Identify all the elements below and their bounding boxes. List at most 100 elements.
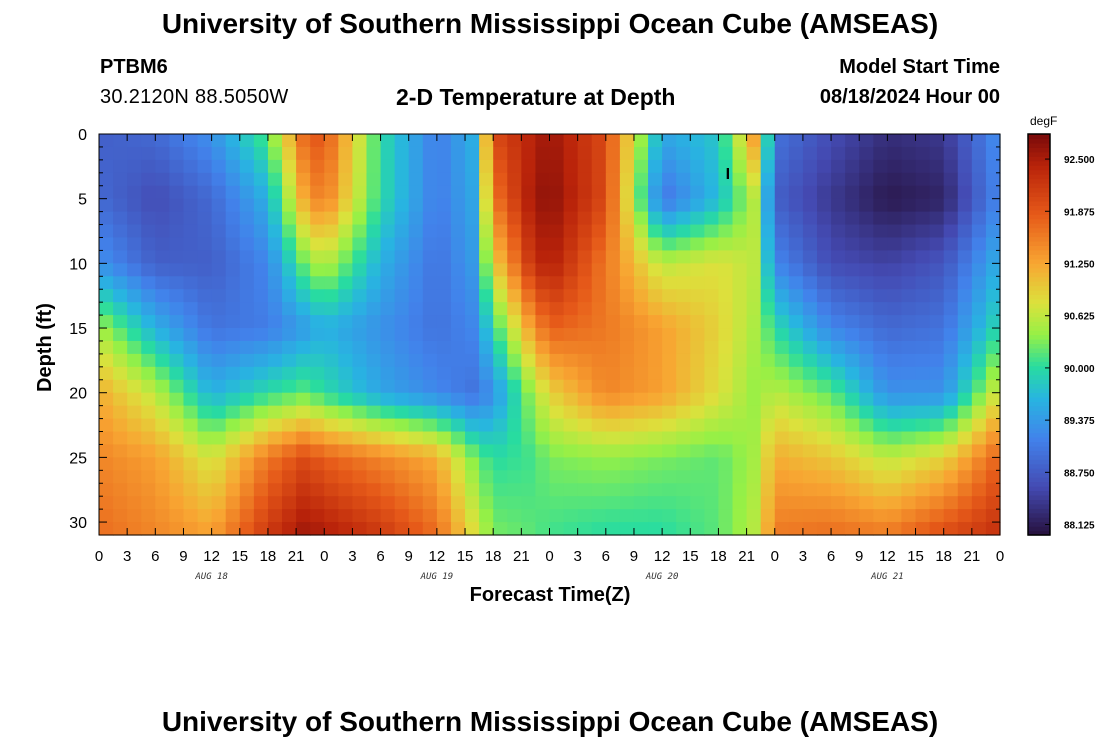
heatmap-cell — [113, 483, 128, 497]
heatmap-cell — [225, 250, 241, 264]
heatmap-cell — [957, 276, 973, 290]
heatmap-cell — [985, 172, 1001, 187]
heatmap-cell — [845, 483, 860, 497]
heatmap-cell — [535, 340, 551, 355]
heatmap-cell — [493, 457, 508, 471]
heatmap-cell — [183, 159, 199, 174]
heatmap-cell — [521, 483, 537, 497]
heatmap-cell — [99, 134, 114, 148]
heatmap-cell — [873, 211, 888, 226]
colorbar-swatch — [1028, 142, 1050, 148]
heatmap-cell — [549, 496, 565, 510]
heatmap-cell — [732, 418, 748, 433]
heatmap-cell — [732, 483, 748, 497]
heatmap-cell — [802, 237, 818, 252]
heatmap-cell — [662, 263, 677, 277]
heatmap-cell — [169, 405, 185, 420]
heatmap-cell — [619, 224, 635, 239]
heatmap-cell — [493, 224, 508, 239]
heatmap-cell — [887, 418, 903, 433]
heatmap-cell — [521, 379, 537, 394]
heatmap-cell — [338, 483, 354, 497]
heatmap-cell — [338, 392, 354, 407]
heatmap-cell — [802, 366, 818, 381]
heatmap-cell — [802, 172, 818, 187]
heatmap-cell — [662, 431, 677, 446]
heatmap-cell — [225, 224, 241, 239]
heatmap-cell — [971, 276, 987, 290]
heatmap-cell — [648, 198, 663, 213]
colorbar-swatch — [1028, 432, 1050, 438]
heatmap-cell — [605, 159, 621, 174]
heatmap-cell — [493, 418, 508, 433]
heatmap-cell — [788, 134, 804, 148]
heatmap-cell — [605, 146, 621, 161]
heatmap-cell — [521, 431, 537, 446]
heatmap-cell — [169, 211, 185, 226]
heatmap-cell — [127, 198, 142, 213]
heatmap-cell — [141, 328, 156, 342]
heatmap-cell — [943, 392, 959, 407]
heatmap-cell — [239, 483, 255, 497]
heatmap-cell — [155, 159, 170, 174]
heatmap-cell — [957, 134, 973, 148]
heatmap-cell — [127, 457, 142, 471]
heatmap-cell — [408, 470, 424, 484]
heatmap-cell — [169, 457, 185, 471]
heatmap-cell — [422, 483, 438, 497]
heatmap-cell — [296, 444, 311, 458]
heatmap-cell — [746, 431, 762, 446]
heatmap-cell — [338, 470, 354, 484]
heatmap-cell — [619, 522, 635, 536]
heatmap-cell — [676, 289, 691, 303]
heatmap-cell — [859, 302, 874, 316]
heatmap-cell — [859, 444, 874, 458]
x-tick-label: 9 — [630, 548, 638, 565]
heatmap-cell — [450, 496, 466, 510]
heatmap-cell — [169, 444, 185, 458]
heatmap-cell — [633, 263, 649, 277]
heatmap-cell — [662, 457, 677, 471]
heatmap-cell — [197, 198, 213, 213]
heatmap-cell — [535, 224, 551, 239]
heatmap-cell — [141, 146, 156, 161]
heatmap-cell — [985, 237, 1001, 252]
heatmap-cell — [113, 328, 128, 342]
heatmap-cell — [352, 457, 368, 471]
heatmap-cell — [619, 198, 635, 213]
heatmap-cell — [577, 185, 593, 200]
x-tick-label: 0 — [996, 548, 1004, 565]
heatmap-cell — [239, 509, 255, 523]
heatmap-cell — [957, 496, 973, 510]
marker-label: I — [726, 166, 730, 183]
heatmap-cell — [887, 379, 903, 394]
heatmap-cell — [831, 470, 846, 484]
heatmap-cell — [408, 224, 424, 239]
heatmap-cell — [718, 134, 734, 148]
heatmap-cell — [113, 405, 128, 420]
heatmap-cell — [465, 366, 480, 381]
colorbar-tick-label: 88.125 — [1064, 521, 1095, 532]
heatmap-cell — [366, 418, 382, 433]
heatmap-cell — [929, 470, 945, 484]
heatmap-cell — [422, 444, 438, 458]
heatmap-cell — [845, 185, 860, 200]
heatmap-cell — [648, 185, 663, 200]
heatmap-cell — [282, 366, 297, 381]
heatmap-cell — [549, 276, 565, 290]
heatmap-cell — [366, 302, 382, 316]
heatmap-cell — [929, 418, 945, 433]
heatmap-cell — [535, 263, 551, 277]
heatmap-cell — [563, 483, 579, 497]
heatmap-cell — [690, 198, 705, 213]
heatmap-cell — [211, 418, 227, 433]
heatmap-cell — [465, 224, 480, 239]
heatmap-cell — [141, 392, 156, 407]
heatmap-cell — [746, 444, 762, 458]
heatmap-cell — [816, 134, 832, 148]
heatmap-cell — [507, 302, 522, 316]
heatmap-cell — [338, 379, 354, 394]
day-label: AUG 20 — [645, 572, 679, 582]
heatmap-cell — [859, 146, 874, 161]
heatmap-cell — [521, 263, 537, 277]
